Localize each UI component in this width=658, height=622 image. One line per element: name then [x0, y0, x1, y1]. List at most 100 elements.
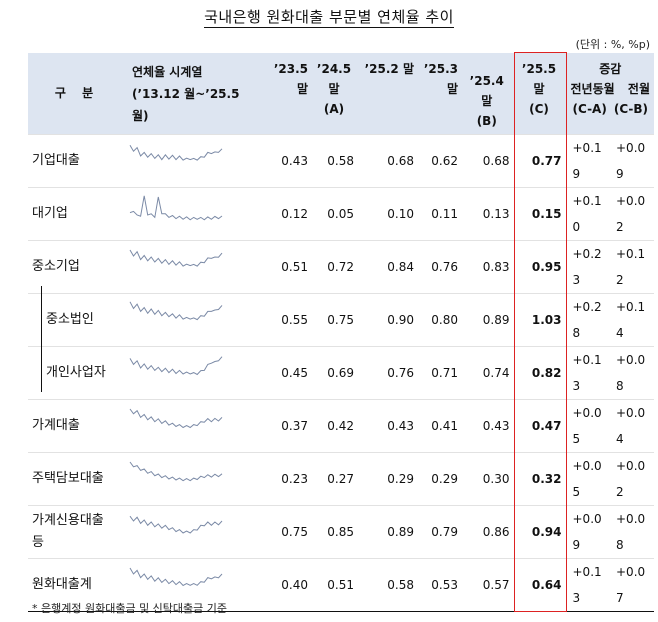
value-2503: 0.79 — [431, 524, 458, 539]
value-2502: 0.29 — [387, 471, 414, 486]
value-2405: 0.69 — [327, 365, 354, 380]
change-mom: +0.02 — [616, 458, 646, 499]
change-mom: +0.07 — [616, 564, 646, 605]
value-2503: 0.71 — [431, 365, 458, 380]
value-2504: 0.83 — [482, 259, 510, 274]
header-yoy: 전년동월 — [570, 81, 615, 96]
header-col-a: ’23.5 말 — [260, 52, 312, 134]
change-yoy: +0.23 — [572, 246, 602, 287]
value-2504: 0.89 — [482, 312, 510, 327]
value-2502: 0.58 — [387, 577, 414, 592]
row-label: 원화대출계 — [32, 576, 92, 592]
change-mom: +0.08 — [616, 352, 646, 393]
value-2503: 0.29 — [431, 471, 458, 486]
value-2504: 0.43 — [482, 418, 510, 433]
header-col-d-text: ’25.3 말 — [423, 61, 458, 96]
value-2503: 0.11 — [431, 206, 458, 221]
sparkline-chart — [129, 355, 223, 375]
change-mom: +0.04 — [616, 405, 646, 446]
value-2305: 0.37 — [281, 418, 308, 433]
row-label: 중소법인 — [46, 311, 94, 327]
sparkline-path — [129, 515, 223, 534]
table-row: 개인사업자 0.45 0.69 0.76 0.71 0.74 0.82 +0.13 +0.08 — [28, 346, 655, 399]
delinquency-table: 구 분 연체율 시계열 (’13.12 월~’25.5 월) ’23.5 말 ’… — [28, 52, 655, 612]
sparkline-chart — [129, 249, 223, 267]
change-yoy: +0.13 — [572, 352, 602, 393]
header-sparkline: 연체율 시계열 (’13.12 월~’25.5 월) — [126, 52, 260, 134]
sparkline-chart — [129, 144, 223, 161]
sparkline-path — [129, 144, 223, 161]
header-col-e: ’25.4 말 (B) — [462, 52, 514, 134]
value-2502: 0.10 — [387, 206, 414, 221]
sparkline-chart — [129, 461, 223, 481]
value-2405: 0.05 — [327, 206, 354, 221]
table-row: 중소법인 0.55 0.75 0.90 0.80 0.89 1.03 +0.28 +0.14 — [28, 293, 655, 346]
page-title: 국내은행 원화대출 부문별 연체율 추이 — [204, 8, 454, 28]
value-2504: 0.13 — [482, 206, 510, 221]
change-yoy: +0.13 — [572, 564, 602, 605]
value-2505: 0.47 — [513, 399, 567, 452]
value-2504: 0.68 — [482, 153, 510, 168]
header-yoy-formula: (C-A) — [572, 101, 607, 116]
value-2504: 0.74 — [482, 365, 510, 380]
header-spark-range: (’13.12 월~’25.5 월) — [132, 86, 240, 123]
header-col-e-l2: (B) — [476, 113, 497, 128]
unit-label: (단위 : %, %p) — [575, 38, 650, 51]
value-2505: 1.03 — [513, 293, 567, 346]
value-2502: 0.76 — [387, 365, 414, 380]
value-2305: 0.55 — [281, 312, 308, 327]
value-2503: 0.80 — [431, 312, 458, 327]
value-2503: 0.53 — [431, 577, 458, 592]
table-row: 가계신용대출 등 0.75 0.85 0.89 0.79 0.86 0.94 +0.09 +0.… — [28, 505, 655, 558]
value-2504: 0.86 — [482, 524, 510, 539]
value-2405: 0.58 — [327, 153, 354, 168]
row-label: 개인사업자 — [46, 364, 106, 380]
value-2505: 0.77 — [513, 134, 567, 187]
header-col-d: ’25.3 말 — [418, 52, 462, 134]
row-sparkline — [126, 505, 260, 558]
header-col-c-text: ’25.2 말 — [364, 61, 414, 76]
value-2405: 0.85 — [327, 524, 354, 539]
row-sparkline — [126, 399, 260, 452]
subcategory-bracket-line — [41, 286, 42, 392]
header-col-c: ’25.2 말 — [358, 52, 418, 134]
change-mom: +0.14 — [616, 299, 646, 340]
header-col-b-l2: 말 — [328, 81, 340, 96]
header-mom: 전월 — [627, 81, 651, 96]
sparkline-path — [129, 355, 223, 375]
value-2505: 0.15 — [513, 187, 567, 240]
header-col-a-text: ’23.5 말 — [273, 61, 308, 96]
row-label: 주택담보대출 — [32, 470, 104, 486]
value-2505: 0.32 — [513, 452, 567, 505]
table-row: 대기업 0.12 0.05 0.10 0.11 0.13 0.15 +0.10 +0.02 — [28, 187, 655, 240]
value-2505: 0.95 — [513, 240, 567, 293]
change-yoy: +0.05 — [572, 405, 602, 446]
table-header-row: 구 분 연체율 시계열 (’13.12 월~’25.5 월) ’23.5 말 ’… — [28, 52, 655, 134]
header-category: 구 분 — [28, 52, 126, 134]
row-sparkline — [126, 452, 260, 505]
row-label: 가계신용대출 등 — [32, 512, 104, 550]
change-yoy: +0.05 — [572, 458, 602, 499]
sparkline-path — [129, 567, 223, 586]
value-2502: 0.84 — [387, 259, 414, 274]
change-yoy: +0.28 — [572, 299, 602, 340]
table-row: 중소기업 0.51 0.72 0.84 0.76 0.83 0.95 +0.23 +0.12 — [28, 240, 655, 293]
change-yoy: +0.19 — [572, 140, 602, 181]
header-col-f-l2: 말 — [533, 82, 545, 96]
sparkline-chart — [129, 567, 223, 586]
header-col-f: ’25.5 말 (C) — [513, 52, 567, 134]
row-label: 대기업 — [32, 205, 68, 221]
sparkline-chart — [129, 301, 223, 320]
sparkline-path — [129, 195, 223, 220]
change-mom: +0.08 — [616, 511, 646, 552]
value-2504: 0.30 — [482, 471, 510, 486]
value-2405: 0.75 — [327, 312, 354, 327]
header-change-title: 증감 — [599, 61, 622, 76]
row-sparkline — [126, 293, 260, 346]
header-col-e-l1: ’25.4 말 — [469, 73, 504, 108]
row-sparkline — [126, 187, 260, 240]
header-col-b-l3: (A) — [323, 101, 345, 116]
value-2503: 0.41 — [431, 418, 458, 433]
value-2305: 0.75 — [281, 524, 308, 539]
change-mom: +0.09 — [616, 140, 646, 181]
